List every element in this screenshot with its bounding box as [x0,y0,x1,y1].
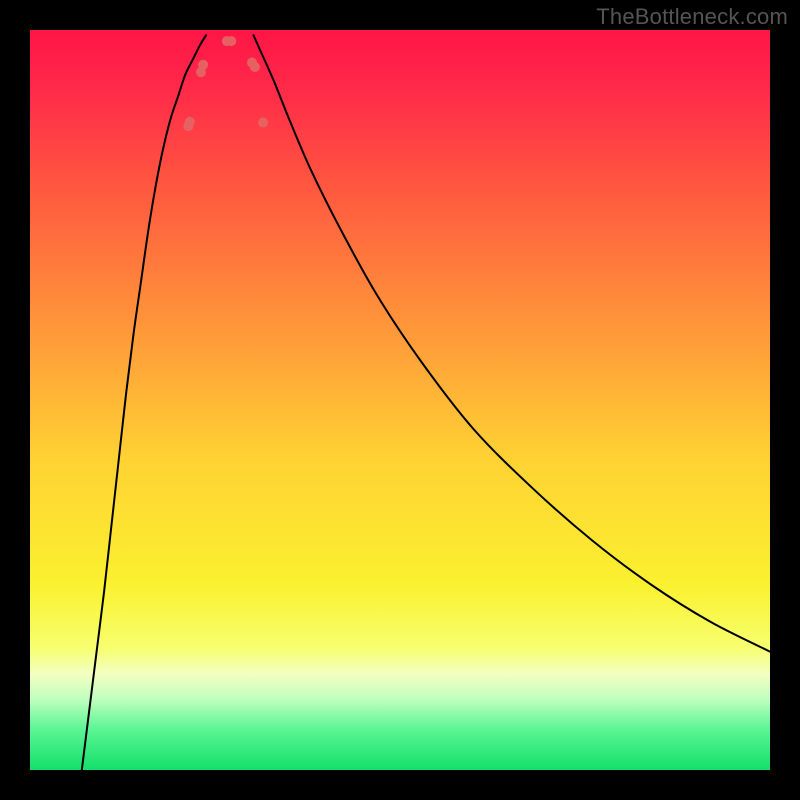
curve-layer [30,30,770,770]
chart-plot-area [30,30,770,770]
data-dot [250,62,260,72]
data-dots [183,36,268,131]
data-dot [226,36,236,46]
data-dot [258,118,268,128]
data-dot [198,60,208,70]
curve-right [253,35,770,651]
curve-left [82,35,206,770]
watermark-text: TheBottleneck.com [596,4,788,30]
data-dot [185,117,195,127]
